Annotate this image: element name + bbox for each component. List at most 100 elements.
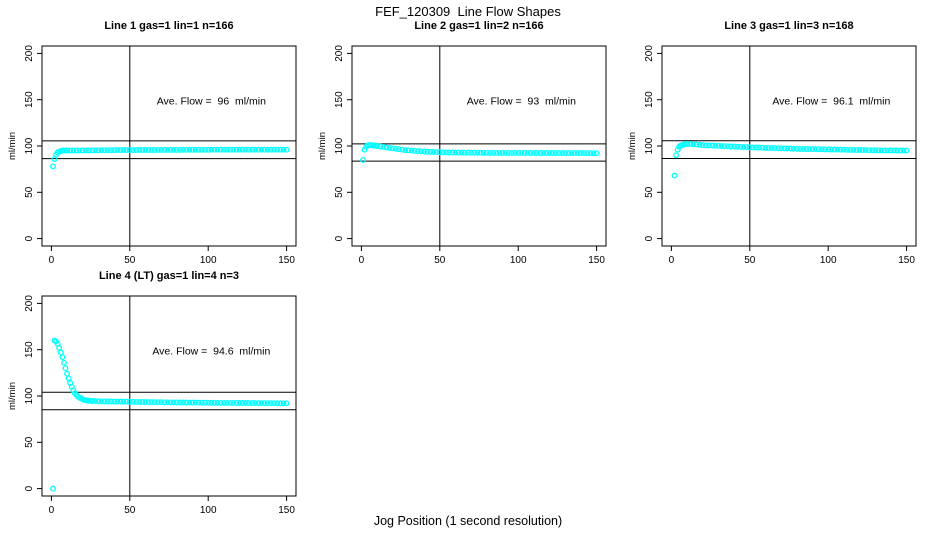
data-point	[699, 142, 706, 149]
data-point	[252, 146, 259, 153]
data-point	[702, 142, 709, 149]
data-point	[800, 146, 807, 152]
x-tick-label: 50	[124, 255, 136, 266]
data-point	[837, 146, 844, 153]
data-point	[389, 145, 396, 152]
data-point	[177, 399, 183, 406]
data-point	[521, 149, 528, 156]
x-tick-label: 150	[898, 255, 915, 266]
data-point	[721, 143, 728, 150]
y-tick-label: 150	[24, 341, 35, 358]
data-point	[593, 150, 600, 157]
y-tick-label: 0	[24, 485, 35, 491]
data-point	[577, 150, 584, 157]
data-point	[280, 400, 287, 407]
data-point	[61, 359, 67, 366]
data-point	[856, 147, 863, 153]
data-point	[271, 400, 277, 407]
panel-line-1: Line 1 gas=1 lin=1 n=166 0 50 100 150 0 50 100…	[2, 20, 314, 270]
data-point	[590, 150, 597, 157]
data-point	[208, 399, 215, 406]
data-point	[101, 398, 108, 405]
x-tick-label: 0	[359, 255, 365, 266]
data-point	[117, 398, 124, 405]
x-tick-label: 150	[278, 255, 295, 266]
data-point	[449, 149, 456, 156]
data-point	[50, 485, 56, 492]
data-point	[872, 147, 879, 154]
data-point	[211, 146, 218, 153]
data-point	[380, 143, 387, 150]
data-point	[92, 147, 99, 154]
data-point	[183, 146, 190, 153]
data-point	[62, 365, 69, 372]
data-point	[101, 147, 108, 154]
data-point	[806, 146, 813, 153]
data-point	[718, 143, 725, 149]
data-point	[183, 399, 190, 406]
data-point	[749, 144, 756, 151]
data-point	[67, 147, 74, 154]
data-point	[556, 150, 562, 157]
data-point	[189, 146, 196, 153]
data-point	[158, 399, 165, 406]
data-point	[114, 398, 121, 405]
y-tick-label: 100	[334, 137, 345, 154]
data-point	[581, 150, 587, 157]
data-point	[108, 147, 114, 154]
data-point	[136, 398, 143, 405]
data-point	[151, 147, 158, 153]
data-point	[684, 141, 691, 148]
data-point	[436, 149, 443, 156]
data-point	[731, 143, 738, 150]
data-point	[258, 400, 265, 407]
data-point	[753, 144, 760, 151]
data-point	[809, 146, 816, 153]
data-point	[65, 375, 72, 382]
data-point	[706, 142, 712, 149]
data-point	[267, 400, 274, 407]
y-tick-label: 50	[334, 186, 345, 198]
data-point	[411, 147, 418, 154]
data-point	[233, 146, 240, 153]
data-point	[114, 147, 121, 154]
data-point	[133, 398, 140, 405]
data-point	[847, 146, 854, 153]
data-point	[568, 150, 575, 157]
data-point	[123, 147, 130, 154]
data-point	[230, 399, 237, 406]
data-point	[220, 146, 227, 153]
data-point	[148, 399, 155, 406]
data-point	[687, 141, 694, 148]
data-point	[831, 146, 838, 153]
data-point	[95, 398, 102, 405]
data-point	[474, 149, 481, 156]
data-point	[57, 349, 64, 356]
data-point	[239, 400, 246, 406]
data-point	[446, 149, 453, 156]
data-point	[167, 146, 174, 153]
data-point	[180, 399, 187, 406]
data-point	[433, 149, 440, 156]
data-point	[186, 146, 193, 153]
data-point	[377, 143, 384, 150]
data-point	[198, 399, 205, 406]
data-point	[120, 147, 127, 154]
data-point	[534, 150, 540, 156]
data-point	[155, 399, 161, 406]
data-point	[167, 399, 174, 406]
data-point	[737, 143, 744, 150]
data-point	[493, 149, 500, 156]
data-point	[565, 150, 572, 157]
data-point	[224, 399, 230, 406]
data-point	[396, 146, 402, 153]
x-tick-label: 100	[820, 255, 837, 266]
data-point	[383, 144, 390, 151]
panel-line-2: Line 2 gas=1 lin=2 n=166 0 50 100 150 0 50 100…	[312, 20, 624, 270]
data-point	[170, 399, 177, 406]
data-point	[784, 145, 791, 152]
data-point	[133, 147, 140, 153]
data-point	[148, 147, 155, 153]
data-point	[142, 399, 149, 405]
data-point	[145, 147, 152, 153]
